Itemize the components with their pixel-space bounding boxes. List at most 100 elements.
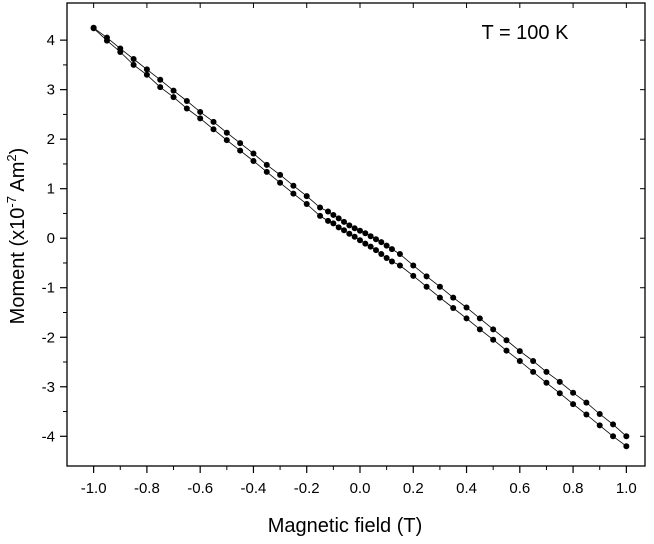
data-point xyxy=(463,315,470,322)
x-axis-title: Magnetic field (T) xyxy=(268,515,423,537)
x-tick-label: 0.2 xyxy=(403,480,424,497)
data-point xyxy=(130,61,137,68)
data-point xyxy=(103,34,110,41)
data-point xyxy=(516,358,523,365)
data-point xyxy=(378,251,385,258)
data-point xyxy=(263,161,270,168)
y-tick-label: 3 xyxy=(47,82,55,99)
data-point xyxy=(610,433,617,440)
y-tick-label: 0 xyxy=(47,230,55,247)
data-point xyxy=(436,283,443,290)
x-tick-label: -0.8 xyxy=(134,480,160,497)
data-point xyxy=(356,237,363,244)
data-point xyxy=(157,84,164,91)
data-point xyxy=(197,108,204,115)
x-tick-label: 1.0 xyxy=(616,480,637,497)
data-point xyxy=(378,239,385,246)
data-point xyxy=(143,66,150,73)
x-tick-label: -0.2 xyxy=(294,480,320,497)
data-point xyxy=(543,368,550,375)
data-point xyxy=(367,233,374,240)
y-tick-label: 2 xyxy=(47,131,55,148)
data-point xyxy=(341,227,348,234)
data-point xyxy=(210,118,217,125)
y-tick-label: -1 xyxy=(42,280,55,297)
data-point xyxy=(277,179,284,186)
data-point xyxy=(556,378,563,385)
plot-area: -1.0 -0.8 -0.6 -0.4 -0.2 0.0 0.2 0.4 0.6 0.8 1.0 -4… xyxy=(42,2,646,497)
data-point xyxy=(330,220,337,227)
data-point xyxy=(130,55,137,62)
data-point xyxy=(436,294,443,301)
data-point xyxy=(476,315,483,322)
data-point xyxy=(237,147,244,154)
data-point xyxy=(170,94,177,101)
data-point xyxy=(530,358,537,365)
x-tick-label: 0.0 xyxy=(350,480,371,497)
data-point xyxy=(290,182,297,189)
data-point xyxy=(396,251,403,258)
data-point xyxy=(570,389,577,396)
data-point xyxy=(237,140,244,147)
data-point xyxy=(503,347,510,354)
data-point xyxy=(197,115,204,122)
data-point xyxy=(570,401,577,408)
data-point xyxy=(490,326,497,333)
data-point xyxy=(556,390,563,397)
x-tick-label: -1.0 xyxy=(81,480,107,497)
data-point xyxy=(423,283,430,290)
data-point xyxy=(346,222,353,229)
y-tick-label: -2 xyxy=(42,329,55,346)
data-point xyxy=(183,98,190,105)
x-tick-label: 0.6 xyxy=(509,480,530,497)
y-axis-title: Moment (x10-7 Am2) xyxy=(4,148,29,325)
data-point xyxy=(317,212,324,219)
data-point xyxy=(383,255,390,262)
data-point xyxy=(583,411,590,418)
data-point xyxy=(325,208,332,215)
data-point xyxy=(250,150,257,157)
data-point xyxy=(463,304,470,311)
data-point xyxy=(388,246,395,253)
data-point xyxy=(335,215,342,222)
data-point xyxy=(362,230,369,237)
data-point xyxy=(303,193,310,200)
data-point xyxy=(530,368,537,375)
data-point xyxy=(346,230,353,237)
data-point xyxy=(583,399,590,406)
data-point xyxy=(383,242,390,249)
data-point xyxy=(623,443,630,450)
data-point xyxy=(330,211,337,218)
data-point xyxy=(450,305,457,312)
data-point xyxy=(210,126,217,133)
data-point xyxy=(410,262,417,269)
plot-frame xyxy=(66,2,646,467)
x-tick-label: -0.4 xyxy=(241,480,267,497)
data-point xyxy=(250,157,257,164)
data-point xyxy=(290,190,297,197)
data-point xyxy=(596,422,603,429)
data-point xyxy=(90,24,97,31)
data-point xyxy=(490,336,497,343)
data-point xyxy=(610,421,617,428)
x-tick-label: -0.6 xyxy=(187,480,213,497)
data-point xyxy=(170,87,177,94)
data-point xyxy=(543,379,550,386)
data-point xyxy=(303,201,310,208)
data-point xyxy=(351,225,358,232)
data-point xyxy=(223,129,230,136)
data-point xyxy=(367,243,374,250)
x-tick-label: 0.4 xyxy=(456,480,477,497)
y-tick-label: -4 xyxy=(42,428,55,445)
y-tick-label: -3 xyxy=(42,379,55,396)
data-point xyxy=(396,262,403,269)
data-point xyxy=(450,294,457,301)
data-point xyxy=(341,218,348,225)
data-point xyxy=(476,326,483,333)
data-point xyxy=(223,137,230,144)
data-point xyxy=(143,71,150,78)
data-point xyxy=(410,272,417,279)
data-point xyxy=(516,348,523,355)
data-point xyxy=(372,236,379,243)
